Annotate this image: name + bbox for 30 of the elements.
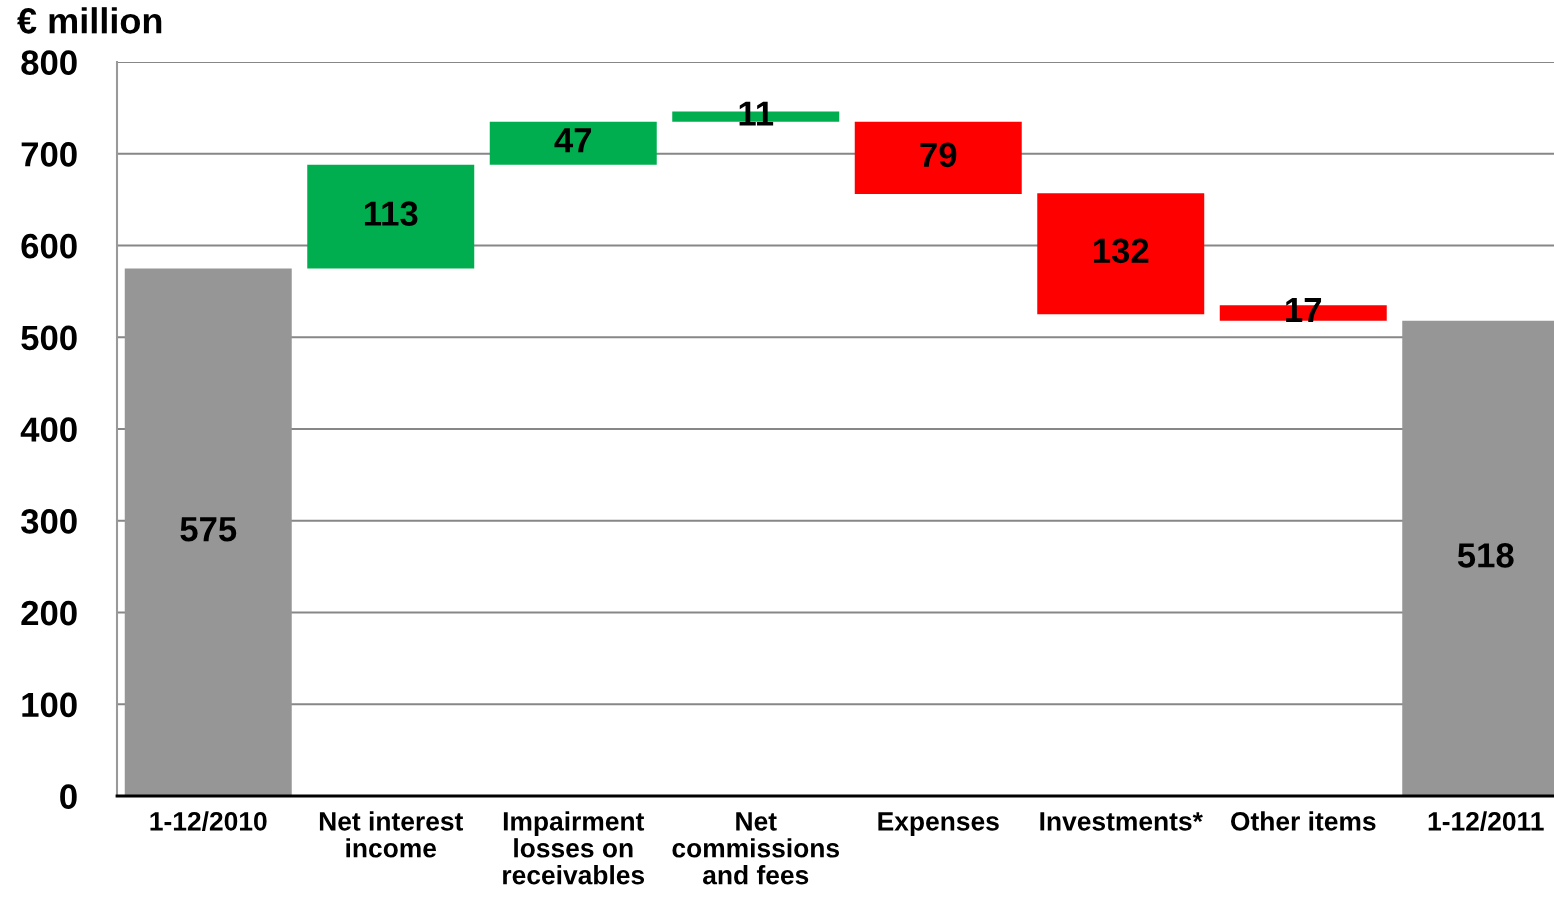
y-tick-label: 700 <box>21 142 77 167</box>
x-tick-label: Investments* <box>1040 812 1203 831</box>
y-tick-label: 400 <box>20 417 77 442</box>
data-label: 17 <box>1286 298 1322 322</box>
x-tick-label: Other items <box>1231 811 1376 831</box>
y-tick-label: 500 <box>21 325 77 351</box>
y-tick-label: 100 <box>22 692 77 718</box>
bar <box>854 121 1022 195</box>
x-tick-label: 1-12/2010 <box>150 811 267 831</box>
y-tick-label: 800 <box>21 50 77 75</box>
data-label: 132 <box>1093 238 1149 264</box>
x-tick-label: Net interest income <box>319 811 464 858</box>
data-label: 575 <box>180 517 237 542</box>
data-label: 518 <box>1457 543 1514 568</box>
y-tick-label: 0 <box>60 784 77 809</box>
data-label: 79 <box>920 142 957 168</box>
y-tick-label: 200 <box>21 600 77 626</box>
y-axis-title: € million <box>17 7 162 34</box>
x-tick-label: Impairment losses on receivables <box>503 811 645 885</box>
bar <box>489 121 657 165</box>
x-tick-label: 1-12/2011 <box>1428 811 1544 831</box>
y-tick-label: 600 <box>21 233 77 259</box>
x-tick-label: Net commissions and fees <box>672 812 839 885</box>
bar <box>124 268 292 796</box>
bar <box>1037 193 1205 315</box>
y-tick-label: 300 <box>20 509 77 534</box>
data-label: 113 <box>364 201 418 226</box>
bar <box>307 164 475 269</box>
x-tick-label: Expenses <box>878 812 999 836</box>
data-label: 47 <box>554 128 592 153</box>
